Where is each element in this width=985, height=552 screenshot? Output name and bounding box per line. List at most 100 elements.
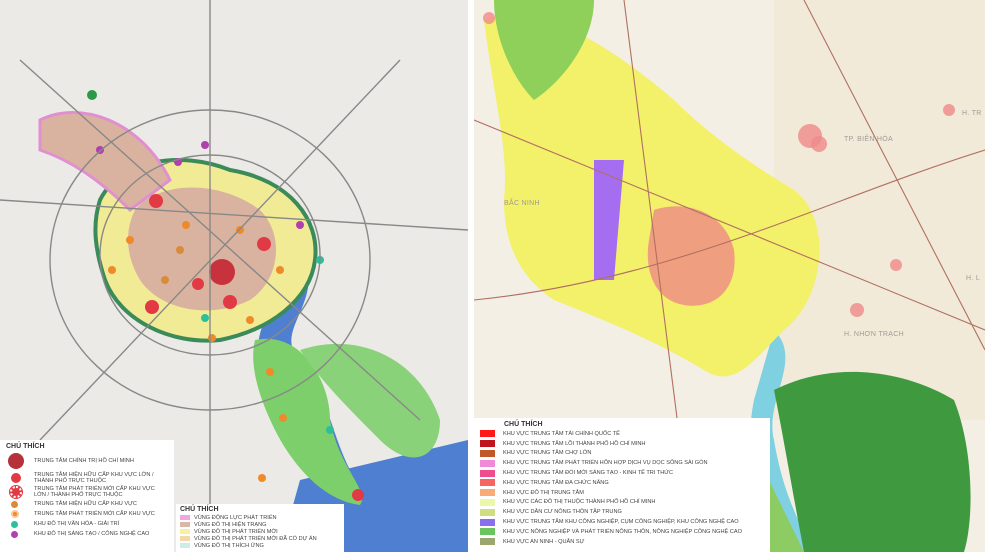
center-area-marker (811, 136, 827, 152)
color-swatch (480, 538, 495, 546)
map-center-marker[interactable] (161, 276, 169, 284)
legend-item-label: VÙNG ĐÔ THỊ HIỆN TRẠNG (194, 521, 267, 528)
legend-item: KHU VỰC TRUNG TÂM KHU CÔNG NGHIỆP, CỤM C… (480, 517, 764, 527)
legend-title: CHÚ THÍCH (504, 421, 543, 428)
map-center-marker[interactable] (276, 266, 284, 274)
pink-core (647, 206, 735, 306)
dot-icon (11, 520, 18, 528)
legend-item: KHU VỰC TRUNG TÂM TÀI CHÍNH QUỐC TẾ (480, 429, 764, 439)
right-map-canvas[interactable] (474, 0, 985, 552)
map-center-marker[interactable] (126, 236, 134, 244)
legend-centers: CHÚ THÍCH TRUNG TÂM CHÍNH TRỊ HỒ CHÍ MIN… (0, 440, 174, 552)
map-center-marker[interactable] (208, 334, 216, 342)
dashed-circle-icon (9, 485, 23, 499)
legend-item-label: KHU VỰC NÔNG NGHIỆP VÀ PHÁT TRIỂN NÔNG T… (503, 528, 742, 535)
left-map-panel: CHÚ THÍCH TRUNG TÂM CHÍNH TRỊ HỒ CHÍ MIN… (0, 0, 468, 552)
legend-item-label: TRUNG TÂM PHÁT TRIỂN MỚI CẤP KHU VỰC LỚN… (34, 486, 155, 498)
place-label: H. NHƠN TRẠCH (844, 331, 904, 338)
legend-item-label: KHU VỰC TRUNG TÂM LÕI THÀNH PHỐ HỒ CHÍ M… (503, 440, 646, 447)
legend-item: KHU VỰC TRUNG TÂM ĐA CHỨC NĂNG (480, 478, 764, 488)
map-center-marker[interactable] (279, 414, 287, 422)
purple-industrial (594, 160, 624, 280)
legend-item: TRUNG TÂM HIỆN HỮU CẤP KHU VỰC LỚN / THÀ… (6, 471, 168, 485)
right-map-panel: TP. BIÊN HÒA H. NHƠN TRẠCH H. TR H. L BẮ… (474, 0, 985, 552)
legend-item: KHU VỰC TRUNG TÂM CHỢ LỚN (480, 449, 764, 459)
legend-item-label: KHU VỰC TRUNG TÂM ĐA CHỨC NĂNG (503, 479, 609, 486)
legend-item: TRUNG TÂM PHÁT TRIỂN MỚI CẤP KHU VỰC (6, 509, 168, 519)
map-center-marker[interactable] (87, 90, 97, 100)
legend-item: KHU VỰC TRUNG TÂM LÕI THÀNH PHỐ HỒ CHÍ M… (480, 439, 764, 449)
map-center-marker[interactable] (201, 141, 209, 149)
map-center-marker[interactable] (257, 237, 271, 251)
color-swatch (480, 469, 495, 477)
legend-item: KHU VỰC TRUNG TÂM ĐỔI MỚI SÁNG TẠO - KIN… (480, 468, 764, 478)
legend-item-label: KHU VỰC TRUNG TÂM KHU CÔNG NGHIỆP, CỤM C… (503, 519, 739, 526)
color-swatch (480, 489, 495, 497)
legend-item-label: VÙNG ĐÔ THỊ PHÁT TRIỂN MỚI ĐÃ CÓ DỰ ÁN (194, 535, 317, 542)
place-label: TP. BIÊN HÒA (844, 136, 893, 143)
dot-icon (11, 530, 18, 538)
color-swatch (480, 518, 495, 526)
legend-item: KHU VỰC DÂN CƯ NÔNG THÔN TẬP TRUNG (480, 507, 764, 517)
center-area-marker (850, 303, 864, 317)
legend-item: VÙNG ĐÔ THỊ PHÁT TRIỂN MỚI (180, 528, 340, 535)
place-label: BẮC NINH (504, 200, 540, 207)
color-swatch (180, 536, 190, 541)
legend-item: KHU VỰC CÁC ĐÔ THỊ THUỘC THÀNH PHỐ HỒ CH… (480, 498, 764, 508)
map-center-marker[interactable] (258, 474, 266, 482)
legend-item-label: VÙNG ĐÔ THỊ THÍCH ỨNG (194, 542, 264, 549)
legend-item-label: KHU VỰC AN NINH - QUÂN SỰ (503, 538, 585, 545)
legend-item-label: KHU VỰC DÂN CƯ NÔNG THÔN TẬP TRUNG (503, 509, 622, 516)
place-label: H. TR (962, 110, 982, 117)
circle-icon (11, 473, 21, 483)
peninsula-green-2 (300, 343, 440, 458)
map-center-marker[interactable] (182, 221, 190, 229)
map-center-marker[interactable] (266, 368, 274, 376)
color-swatch (480, 459, 495, 467)
legend-zones: CHÚ THÍCH VÙNG ĐỘNG LỰC PHÁT TRIỂN VÙNG Đ… (176, 504, 344, 552)
legend-item: VÙNG ĐÔ THỊ HIỆN TRẠNG (180, 521, 340, 528)
legend-title: CHÚ THÍCH (6, 443, 45, 450)
color-swatch (480, 508, 495, 516)
legend-item: TRUNG TÂM CHÍNH TRỊ HỒ CHÍ MINH (6, 451, 168, 471)
legend-item-label: KHU VỰC TRUNG TÂM CHỢ LỚN (503, 450, 592, 457)
roads (0, 0, 468, 552)
legend-title: CHÚ THÍCH (180, 506, 219, 513)
roads (474, 0, 985, 552)
peninsula-green (253, 338, 363, 505)
map-center-marker[interactable] (149, 194, 163, 208)
map-center-marker[interactable] (296, 221, 304, 229)
legend-item: KHU VỰC NÔNG NGHIỆP VÀ PHÁT TRIỂN NÔNG T… (480, 527, 764, 537)
legend-item-label: KHU VỰC TRUNG TÂM ĐỔI MỚI SÁNG TẠO - KIN… (503, 470, 674, 477)
legend-item-label: TRUNG TÂM HIỆN HỮU CẤP KHU VỰC (34, 501, 137, 507)
map-center-marker[interactable] (223, 295, 237, 309)
map-center-marker[interactable] (209, 259, 235, 285)
map-center-marker[interactable] (326, 426, 334, 434)
legend-item-label: KHU VỰC TRUNG TÂM PHÁT TRIỂN HỖN HỢP DỊC… (503, 460, 708, 467)
dot-icon (11, 500, 18, 508)
map-center-marker[interactable] (201, 314, 209, 322)
color-swatch (180, 543, 190, 548)
legend-item: VÙNG ĐÔ THỊ PHÁT TRIỂN MỚI ĐÃ CÓ DỰ ÁN (180, 535, 340, 542)
legend-item: KHU VỰC AN NINH - QUÂN SỰ (480, 537, 764, 547)
map-center-marker[interactable] (145, 300, 159, 314)
legend-item: TRUNG TÂM HIỆN HỮU CẤP KHU VỰC (6, 499, 168, 509)
map-center-marker[interactable] (246, 316, 254, 324)
color-swatch (480, 528, 495, 536)
map-center-marker[interactable] (352, 489, 364, 501)
color-swatch (480, 479, 495, 487)
map-center-marker[interactable] (108, 266, 116, 274)
legend-item: KHU ĐÔ THỊ VĂN HÓA - GIẢI TRÍ (6, 519, 168, 529)
green-north (494, 0, 594, 100)
color-swatch (180, 515, 190, 520)
center-area-marker (483, 12, 495, 24)
legend-item-label: KHU VỰC ĐÔ THỊ TRUNG TÂM (503, 489, 584, 496)
left-map-canvas[interactable] (0, 0, 468, 552)
map-center-marker[interactable] (192, 278, 204, 290)
southeast-green (774, 371, 971, 552)
legend-item: VÙNG ĐỘNG LỰC PHÁT TRIỂN (180, 514, 340, 521)
color-swatch (180, 522, 190, 527)
legend-item-label: VÙNG ĐỘNG LỰC PHÁT TRIỂN (194, 514, 277, 521)
legend-item: VÙNG ĐÔ THỊ THÍCH ỨNG (180, 542, 340, 549)
map-center-marker[interactable] (176, 246, 184, 254)
